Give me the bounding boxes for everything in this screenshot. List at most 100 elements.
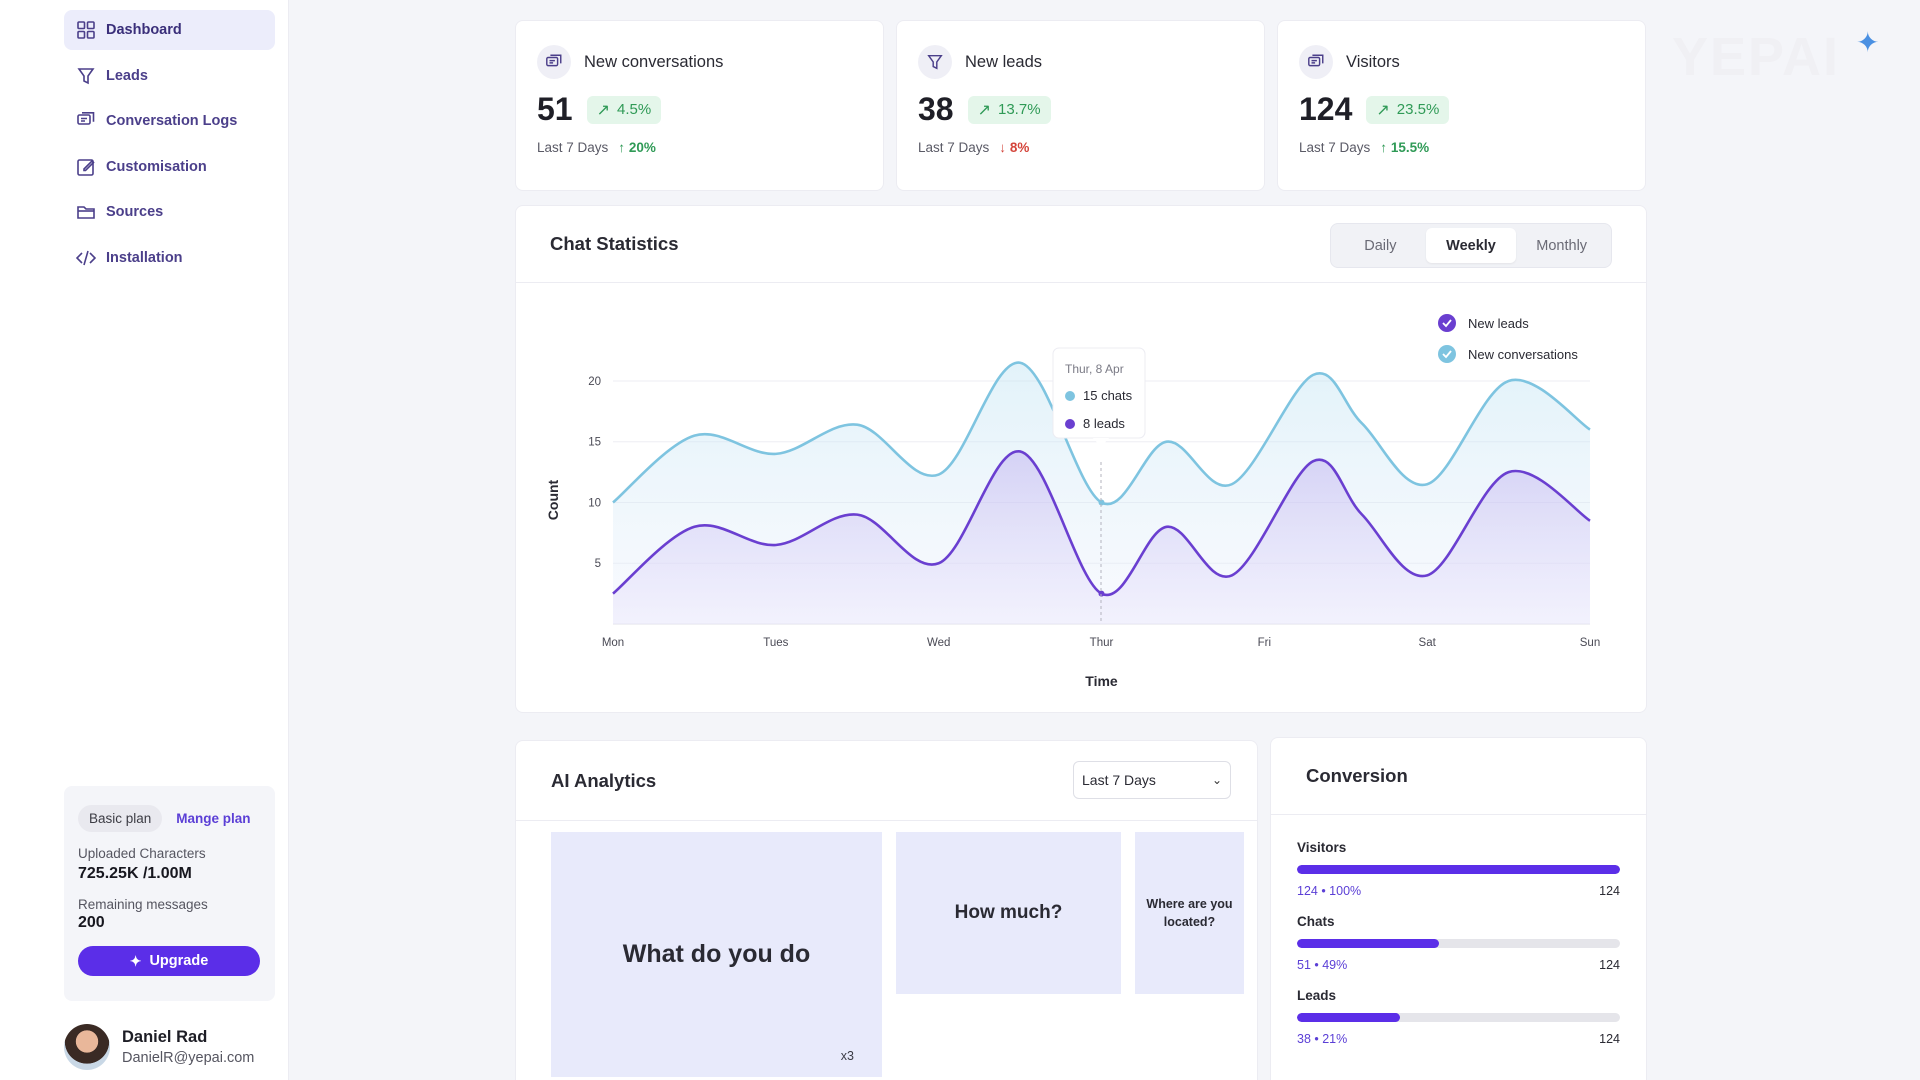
question-tile[interactable]: Where are you located? — [1135, 832, 1244, 994]
x-tick-label: Wed — [927, 637, 950, 649]
x-tick-label: Fri — [1258, 637, 1271, 649]
legend-item-new-leads[interactable]: New leads — [1438, 314, 1529, 332]
stat-card-new-leads: New leads 38 ↗ 13.7% Last 7 Days ↓ 8% — [896, 20, 1265, 191]
metric-label: Visitors — [1297, 840, 1347, 855]
y-tick-label: 15 — [588, 437, 601, 449]
sidebar-item-label: Customisation — [106, 158, 207, 175]
x-tick-label: Sun — [1580, 637, 1600, 649]
metric-bar — [1297, 1013, 1620, 1022]
chat-statistics-card: Chat Statistics Daily Weekly Monthly 5 10… — [515, 205, 1647, 713]
stat-period: Last 7 Days — [918, 140, 990, 155]
sidebar-item-label: Conversation Logs — [106, 113, 238, 129]
stat-card-new-conversations: New conversations 51 ↗ 4.5% Last 7 Days ↑… — [515, 20, 884, 191]
stat-delta: ↑ 15.5% — [1380, 140, 1429, 155]
tab-daily[interactable]: Daily — [1364, 237, 1397, 254]
question-count: x3 — [840, 1049, 854, 1063]
stat-value: 38 — [918, 91, 954, 127]
hover-point — [1098, 499, 1105, 506]
metric-bar — [1297, 939, 1620, 948]
chart-tooltip: Thur, 8 Apr 15 chats 8 leads — [1052, 347, 1146, 447]
stat-change-badge: ↗ 4.5% — [586, 95, 662, 124]
conversion-title: Conversion — [1306, 765, 1408, 786]
grid-icon — [76, 20, 96, 40]
y-tick-label: 10 — [588, 497, 601, 509]
metric-label: Leads — [1297, 988, 1337, 1003]
stat-change-value: 23.5% — [1396, 101, 1440, 118]
sidebar-item-customisation[interactable]: Customisation — [64, 147, 275, 187]
sidebar-item-label: Sources — [106, 204, 164, 220]
avatar — [64, 1024, 110, 1070]
check-icon — [1438, 345, 1456, 363]
ai-analytics-card: AI Analytics Last 7 Days ⌄ What do you d… — [515, 740, 1258, 1080]
metric-percent: 38 • 21% — [1297, 1032, 1348, 1046]
manage-plan-link[interactable]: Mange plan — [176, 811, 251, 826]
x-tick-label: Thur — [1090, 637, 1114, 649]
stat-delta: ↑ 20% — [618, 140, 656, 155]
legend-label: New conversations — [1468, 347, 1578, 362]
arrow-down-icon: ↓ — [999, 140, 1007, 155]
x-axis-label: Time — [1085, 673, 1118, 689]
y-tick-label: 20 — [588, 376, 601, 388]
sidebar-item-label: Dashboard — [106, 22, 182, 38]
plan-card: Basic plan Mange plan Uploaded Character… — [64, 786, 275, 1001]
tab-monthly[interactable]: Monthly — [1536, 237, 1588, 254]
conversion-metric-chats: Chats 51 • 49% 124 — [1297, 914, 1620, 972]
stat-delta-value: 20% — [628, 140, 656, 155]
tooltip-chats-dot — [1065, 391, 1075, 401]
legend-item-new-conversations[interactable]: New conversations — [1438, 345, 1578, 363]
y-tick-label: 5 — [595, 558, 601, 570]
edit-icon — [76, 157, 96, 177]
question-text: How much? — [954, 902, 1063, 923]
metric-bar — [1297, 865, 1620, 874]
legend-label: New leads — [1468, 316, 1529, 331]
metric-total: 124 — [1599, 958, 1620, 972]
conversion-metric-leads: Leads 38 • 21% 124 — [1297, 988, 1620, 1046]
sidebar-item-leads[interactable]: Leads — [64, 56, 275, 96]
stat-title: New conversations — [584, 52, 724, 71]
user-profile[interactable]: Daniel Rad DanielR@yepai.com — [64, 1024, 254, 1070]
sidebar-item-dashboard[interactable]: Dashboard — [64, 10, 275, 50]
question-text: Where are you located? — [1146, 896, 1233, 929]
stat-period: Last 7 Days — [537, 140, 609, 155]
stat-delta-value: 15.5% — [1390, 140, 1430, 155]
uploaded-characters-value: 725.25K /1.00M — [78, 865, 192, 882]
tab-weekly[interactable]: Weekly — [1425, 228, 1517, 263]
series-line — [612, 450, 1591, 597]
folder-icon — [76, 202, 96, 222]
sidebar-item-sources[interactable]: Sources — [64, 192, 275, 232]
x-tick-label: Sat — [1419, 637, 1437, 649]
stat-value: 124 — [1299, 91, 1353, 127]
date-range-select[interactable]: Last 7 Days ⌄ — [1073, 761, 1231, 799]
user-email: DanielR@yepai.com — [122, 1050, 255, 1066]
stat-period: Last 7 Days — [1299, 140, 1371, 155]
date-range-value: Last 7 Days — [1082, 772, 1156, 788]
stat-value: 51 — [537, 91, 573, 127]
funnel-icon — [918, 45, 952, 79]
arrow-up-icon: ↑ — [618, 140, 626, 155]
chat-icon — [537, 45, 571, 79]
question-tile[interactable]: How much? — [896, 832, 1121, 994]
stat-card-visitors: Visitors 124 ↗ 23.5% Last 7 Days ↑ 15.5% — [1277, 20, 1646, 191]
stat-title: Visitors — [1346, 52, 1400, 71]
remaining-messages-value: 200 — [78, 914, 105, 931]
conversion-card: Conversion Visitors 124 • 100% 124 Chats… — [1270, 737, 1647, 1080]
sidebar-item-installation[interactable]: Installation — [64, 238, 275, 278]
arrow-up-icon: ↑ — [1380, 140, 1388, 155]
sparkle-icon: ✦ — [1856, 27, 1880, 58]
uploaded-characters-label: Uploaded Characters — [78, 846, 206, 861]
metric-bar-fill — [1297, 939, 1440, 948]
hover-point — [1098, 590, 1105, 597]
metric-bar-fill — [1297, 1013, 1401, 1022]
plan-badge: Basic plan — [78, 805, 163, 832]
chat-statistics-chart: 5 10 15 20 Mon Tues Wed Thur Fri Sat Sun Count Tim… — [545, 314, 1600, 689]
question-tile[interactable]: What do you do x3 — [551, 832, 882, 1077]
code-icon — [76, 248, 96, 268]
chat-icon — [1299, 45, 1333, 79]
upgrade-button[interactable]: ✦ Upgrade — [78, 946, 260, 976]
brand-logo: YEPAI — [1672, 27, 1841, 87]
sidebar-item-conversation-logs[interactable]: Conversation Logs — [64, 101, 275, 141]
chevron-down-icon: ⌄ — [1211, 773, 1222, 787]
series-area — [613, 451, 1590, 624]
y-axis-label: Count — [545, 479, 561, 520]
x-tick-label: Tues — [763, 637, 788, 649]
